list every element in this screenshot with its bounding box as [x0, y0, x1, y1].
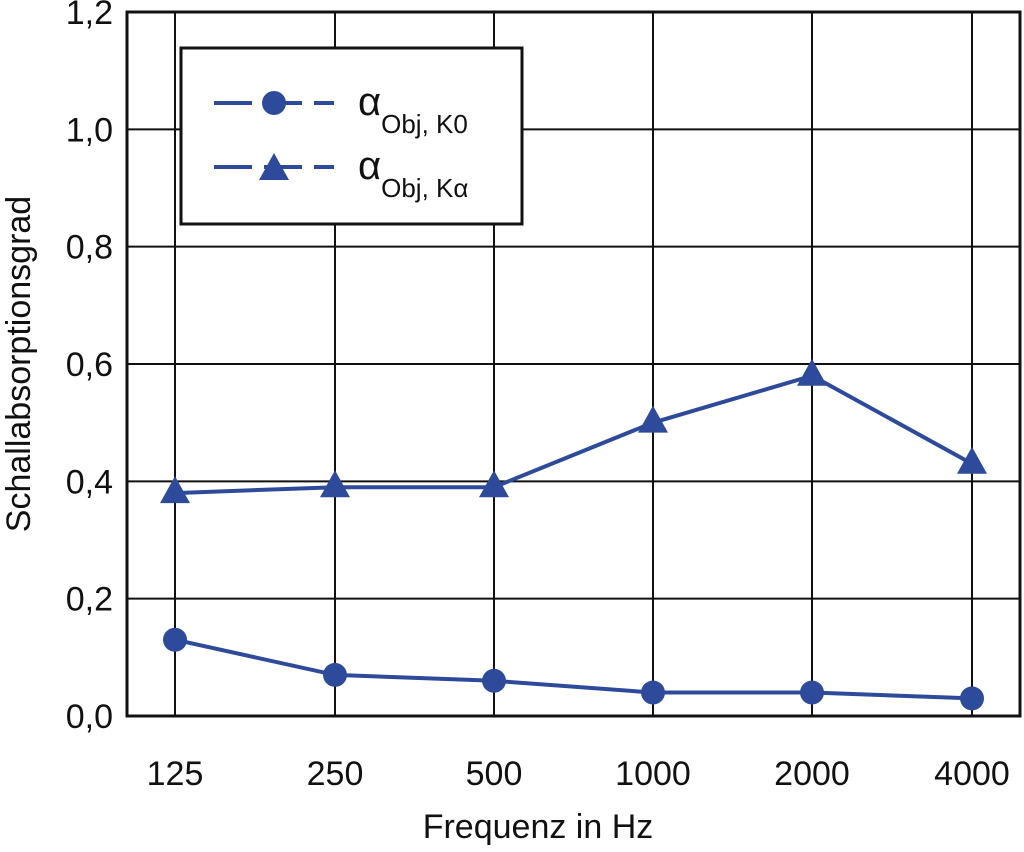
legend-label: αObj, K0 — [358, 80, 468, 139]
y-tick-label: 0,0 — [66, 698, 113, 736]
y-tick-labels: 0,0 0,2 0,4 0,6 0,8 1,0 1,2 — [66, 0, 113, 736]
x-tick-labels: 125 250 500 1000 2000 4000 — [147, 755, 1010, 793]
series-group — [160, 358, 987, 711]
triangle-marker — [320, 470, 350, 498]
plot-frame — [125, 10, 1022, 718]
triangle-marker — [957, 446, 987, 474]
y-axis-label: Schallabsorptionsgrad — [0, 196, 38, 532]
circle-marker — [960, 686, 984, 711]
circle-marker — [163, 627, 187, 652]
x-tick-label: 500 — [466, 755, 523, 793]
series-line — [174, 373, 973, 496]
x-tick-label: 4000 — [934, 755, 1010, 793]
x-tick-label: 125 — [147, 755, 204, 793]
x-tick-label: 1000 — [615, 755, 691, 793]
triangle-marker — [160, 476, 190, 504]
legend-entry-2: αObj, Kα — [214, 144, 468, 203]
series-line — [174, 637, 973, 701]
x-tick-label: 2000 — [774, 755, 850, 793]
y-tick-label: 1,2 — [66, 0, 113, 32]
legend-label: αObj, Kα — [358, 144, 468, 203]
y-tick-label: 0,4 — [66, 463, 113, 501]
x-tick-label: 250 — [307, 755, 364, 793]
legend-entry-1: αObj, K0 — [214, 80, 468, 139]
circle-marker — [641, 680, 665, 705]
circle-marker — [800, 680, 824, 705]
triangle-marker — [259, 153, 289, 180]
circle-marker — [482, 668, 506, 693]
circle-marker — [323, 662, 347, 687]
y-tick-label: 0,6 — [66, 346, 113, 384]
triangle-marker — [797, 358, 827, 386]
y-tick-label: 0,2 — [66, 581, 113, 619]
series-2 — [160, 358, 987, 504]
triangle-marker — [479, 470, 509, 498]
legend-box — [179, 46, 524, 226]
series-1 — [163, 627, 984, 711]
triangle-marker — [638, 405, 668, 433]
y-tick-label: 1,0 — [66, 111, 113, 149]
circle-marker — [262, 91, 286, 115]
x-axis-label: Frequenz in Hz — [423, 808, 654, 846]
y-tick-label: 0,8 — [66, 229, 113, 267]
